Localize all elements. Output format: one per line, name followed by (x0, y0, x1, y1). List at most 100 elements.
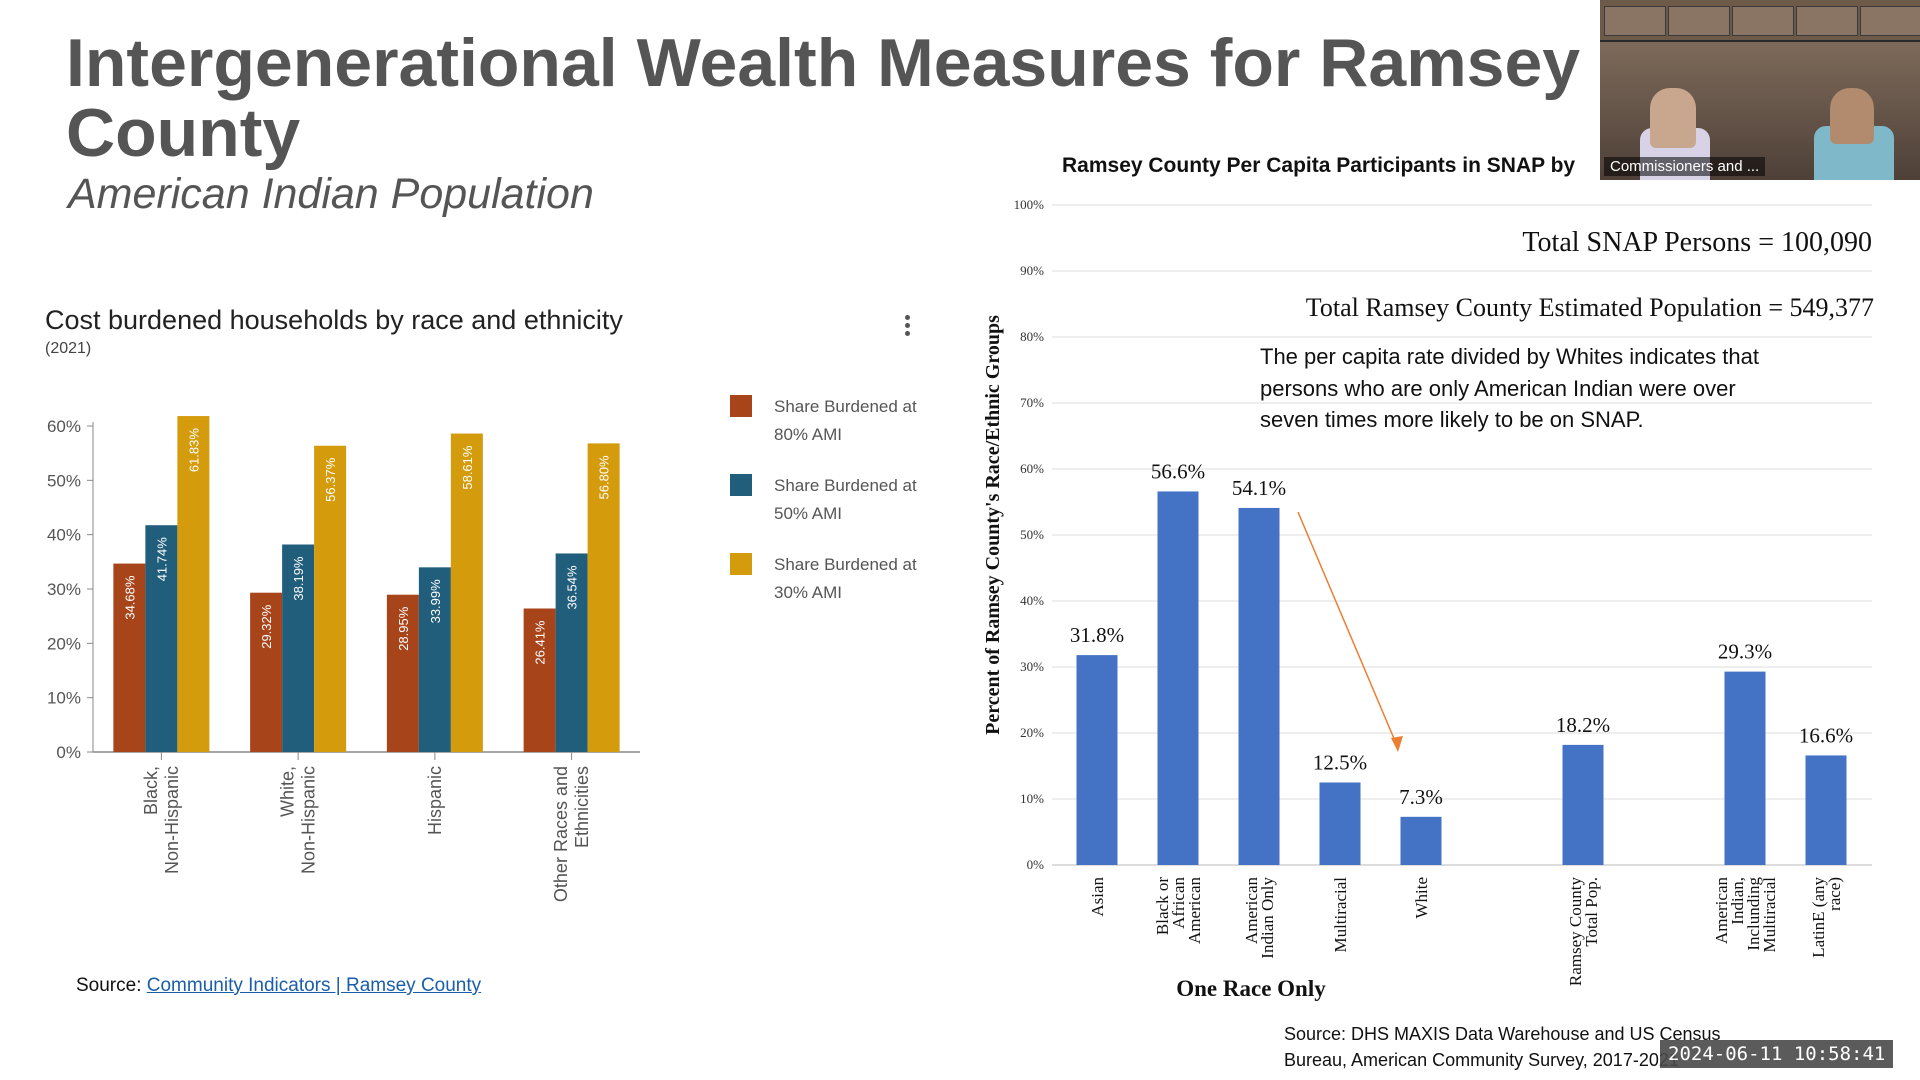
annotation-arrow-head (1391, 736, 1403, 752)
right-bar (1076, 655, 1118, 865)
annotation-total-pop: Total Ramsey County Estimated Population… (1306, 293, 1874, 322)
annotation-note-line-2: persons who are only American Indian wer… (1260, 376, 1736, 401)
right-bar-label: 29.3% (1718, 640, 1772, 664)
right-category-label: African (1169, 877, 1188, 929)
left-bar (555, 553, 588, 752)
left-category-label: Non-Hispanic (299, 766, 319, 874)
right-bar-label: 18.2% (1556, 713, 1610, 737)
right-bar (1400, 816, 1442, 865)
right-source: Source: DHS MAXIS Data Warehouse and US … (1284, 1021, 1764, 1073)
right-bar (1238, 507, 1280, 865)
legend-label-80ami: Share Burdened at 80% AMI (774, 397, 917, 444)
left-bar-label: 58.61% (460, 445, 475, 490)
left-bar-label: 36.54% (565, 565, 580, 610)
left-y-tick-label: 50% (47, 471, 81, 490)
annotation-note-line-1: The per capita rate divided by Whites in… (1260, 344, 1759, 369)
video-thumbnail-strip[interactable] (1600, 0, 1920, 42)
right-y-tick-label: 10% (1020, 791, 1044, 806)
right-y-tick-label: 0% (1027, 857, 1045, 872)
right-source-line-1: Source: DHS MAXIS Data Warehouse and US … (1284, 1024, 1721, 1044)
more-vertical-icon[interactable] (897, 312, 917, 342)
video-person-1 (1650, 88, 1696, 148)
left-bar (177, 416, 210, 752)
right-bar (1805, 755, 1847, 865)
right-category-label: Multiracial (1331, 877, 1350, 953)
one-race-only-label: One Race Only (1176, 976, 1326, 1001)
left-bar-label: 56.80% (597, 455, 612, 500)
left-category-label: Ethnicities (572, 766, 592, 848)
right-category-label: Indian, (1728, 877, 1747, 925)
left-y-tick-label: 40% (47, 526, 81, 545)
legend-label-30ami: Share Burdened at 30% AMI (774, 555, 917, 602)
right-category-label: American (1242, 877, 1261, 945)
right-bar-label: 54.1% (1232, 476, 1286, 500)
right-chart-title: Ramsey County Per Capita Participants in… (1062, 154, 1575, 177)
right-bar-label: 56.6% (1151, 459, 1205, 483)
right-bar-label: 31.8% (1070, 623, 1124, 647)
right-y-tick-label: 30% (1020, 659, 1044, 674)
left-y-tick-label: 20% (47, 634, 81, 653)
right-category-label: Asian (1088, 877, 1107, 917)
left-bar-label: 28.95% (396, 606, 411, 651)
right-bar-label: 12.5% (1313, 751, 1367, 775)
left-bar (587, 443, 620, 752)
left-bar (250, 592, 283, 752)
right-category-label: American (1712, 877, 1731, 945)
left-bar (418, 567, 451, 752)
right-y-tick-label: 80% (1020, 329, 1044, 344)
left-y-tick-label: 30% (47, 580, 81, 599)
left-chart-year: (2021) (45, 340, 92, 357)
annotation-note-line-3: seven times more likely to be on SNAP. (1260, 407, 1644, 432)
legend-swatch-50ami (730, 474, 752, 496)
right-y-tick-label: 20% (1020, 725, 1044, 740)
left-category-label: White, (278, 766, 298, 817)
left-y-tick-label: 0% (56, 743, 81, 762)
right-category-label: LatinE (any (1809, 877, 1828, 958)
right-category-label: White (1412, 877, 1431, 919)
left-source: Source: Community Indicators | Ramsey Co… (76, 975, 481, 997)
left-y-tick-label: 10% (47, 689, 81, 708)
right-bar (1157, 491, 1199, 865)
right-y-tick-label: 50% (1020, 527, 1044, 542)
source-link[interactable]: Community Indicators | Ramsey County (146, 975, 482, 996)
right-category-label: Black or (1153, 877, 1172, 935)
left-source-prefix: Source: (76, 975, 147, 996)
left-bar (386, 594, 419, 752)
left-y-tick-label: 60% (47, 417, 81, 436)
right-category-label: race) (1825, 877, 1844, 911)
video-person-2 (1830, 88, 1874, 144)
right-y-tick-label: 100% (1014, 197, 1045, 212)
left-category-label: Black, (141, 766, 161, 815)
timestamp: 2024-06-11 10:58:41 (1660, 1040, 1894, 1068)
right-bar-label: 7.3% (1399, 785, 1443, 809)
left-bar-label: 41.74% (154, 537, 169, 582)
left-bar (282, 544, 315, 752)
left-category-label: Hispanic (425, 766, 445, 835)
left-bar (450, 433, 483, 752)
slide-subtitle: American Indian Population (68, 170, 594, 218)
left-bar-label: 61.83% (186, 428, 201, 473)
left-bar-label: 34.68% (122, 575, 137, 620)
left-bar-label: 56.37% (323, 457, 338, 502)
left-category-label: Non-Hispanic (162, 766, 182, 874)
right-bar (1562, 744, 1604, 865)
left-bar-label: 29.32% (259, 604, 274, 649)
video-participant-label: Commissioners and ... (1604, 157, 1766, 176)
right-category-label: Multiracial (1760, 877, 1779, 953)
right-category-label: Inclunding (1744, 877, 1763, 951)
left-bar (314, 445, 347, 752)
left-bar-label: 33.99% (428, 579, 443, 624)
right-category-label: Total Pop. (1582, 877, 1601, 947)
right-bar (1319, 782, 1361, 865)
left-bar (523, 608, 556, 752)
right-y-tick-label: 60% (1020, 461, 1044, 476)
annotation-arrow (1297, 511, 1399, 749)
left-category-label: Other Races and (551, 766, 571, 902)
legend-swatch-80ami (730, 395, 752, 417)
right-y-axis-label: Percent of Ramsey County's Race/Ethnic G… (982, 315, 1004, 735)
video-call-tile[interactable]: Commissioners and ... (1600, 0, 1920, 180)
legend-label-50ami: Share Burdened at 50% AMI (774, 476, 917, 523)
left-bar (113, 563, 146, 752)
left-bar-label: 26.41% (533, 620, 548, 665)
